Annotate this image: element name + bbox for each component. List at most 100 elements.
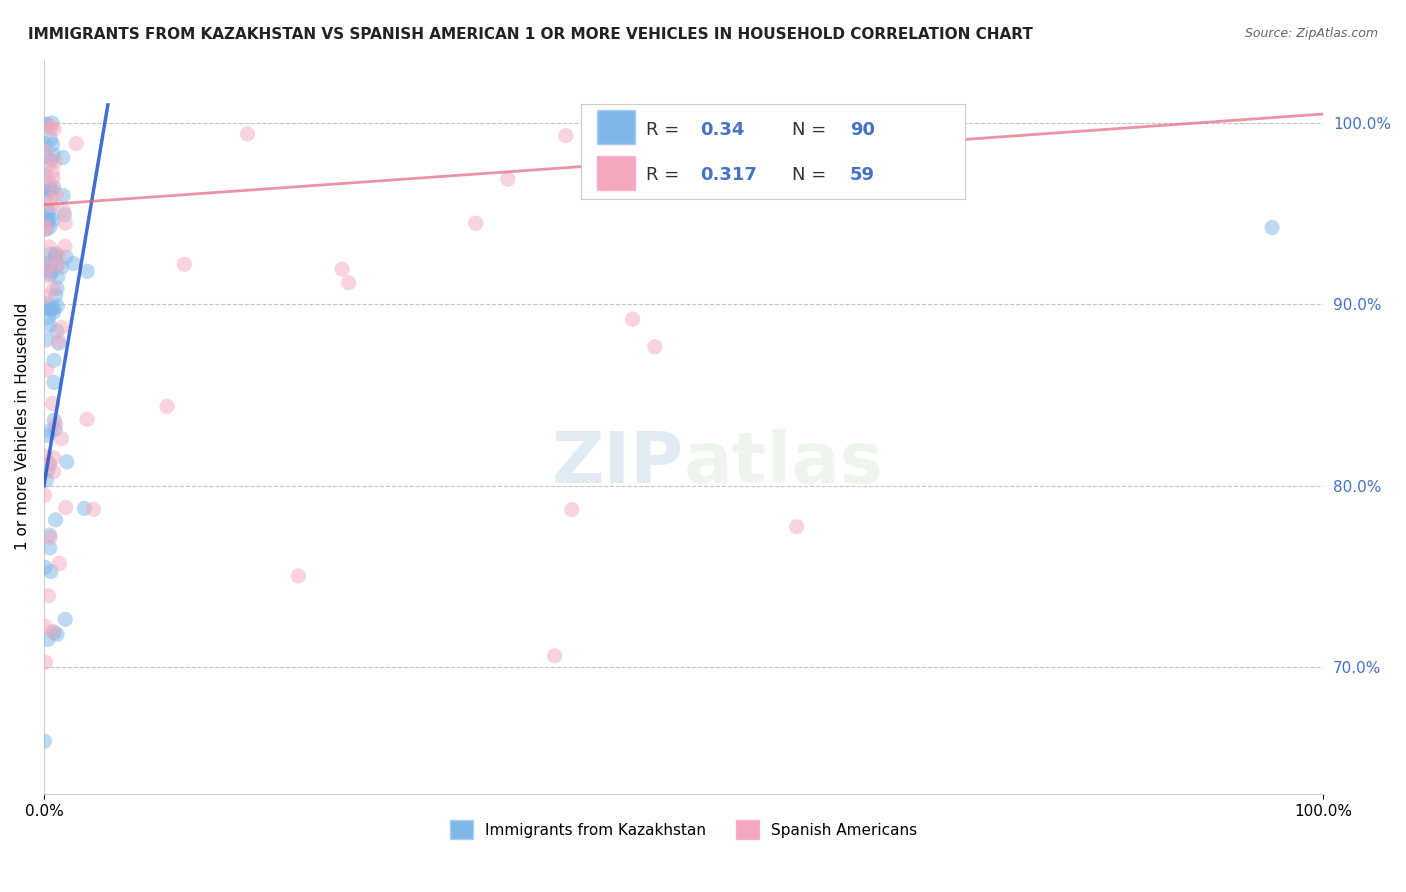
Point — [53, 239, 76, 253]
Point — [65, 136, 87, 151]
Point — [34, 190, 56, 204]
Point — [34, 489, 56, 503]
Point — [287, 569, 309, 583]
Point — [39, 268, 62, 282]
Point — [46, 259, 69, 273]
Point — [83, 502, 105, 516]
Point — [39, 120, 62, 135]
Point — [42, 301, 65, 315]
Point — [35, 117, 58, 131]
Point — [34, 296, 56, 310]
Point — [38, 257, 60, 271]
Point — [34, 136, 56, 151]
Point — [34, 219, 56, 233]
Point — [41, 183, 63, 197]
Point — [41, 624, 63, 639]
Point — [42, 305, 65, 319]
Point — [45, 247, 67, 261]
Point — [39, 132, 62, 146]
Point — [51, 432, 73, 446]
Point — [34, 655, 56, 669]
Point — [37, 310, 59, 325]
Point — [42, 147, 65, 161]
Point — [38, 182, 60, 196]
Point — [38, 240, 60, 254]
Point — [45, 324, 67, 338]
Point — [45, 513, 67, 527]
Point — [41, 302, 63, 317]
Point — [35, 149, 58, 163]
Text: Source: ZipAtlas.com: Source: ZipAtlas.com — [1244, 27, 1378, 40]
Point — [48, 557, 70, 571]
Point — [44, 422, 66, 436]
Point — [38, 541, 60, 555]
Point — [42, 450, 65, 465]
Point — [38, 176, 60, 190]
Point — [173, 257, 195, 271]
Point — [38, 220, 60, 235]
Point — [35, 213, 58, 227]
Point — [34, 734, 56, 748]
Point — [41, 153, 63, 168]
Point — [38, 302, 60, 317]
Point — [55, 500, 77, 515]
Point — [37, 463, 59, 477]
Point — [39, 565, 62, 579]
Point — [56, 455, 79, 469]
Point — [561, 502, 583, 516]
Point — [34, 619, 56, 633]
Point — [39, 265, 62, 279]
Point — [35, 222, 58, 236]
Point — [76, 412, 98, 426]
Point — [51, 320, 73, 334]
Point — [34, 168, 56, 182]
Point — [554, 128, 576, 143]
Point — [330, 262, 353, 277]
Point — [35, 256, 58, 270]
Point — [76, 264, 98, 278]
Point — [38, 458, 60, 472]
Point — [42, 171, 65, 186]
Point — [464, 216, 486, 230]
Point — [41, 256, 63, 270]
Point — [45, 288, 67, 302]
Point — [53, 612, 76, 626]
Point — [236, 127, 259, 141]
Point — [42, 353, 65, 368]
Point — [42, 213, 65, 227]
Point — [35, 363, 58, 377]
Point — [48, 249, 70, 263]
Point — [37, 213, 59, 227]
Point — [42, 180, 65, 194]
Point — [52, 203, 75, 218]
Point — [38, 424, 60, 438]
Point — [42, 465, 65, 479]
Point — [34, 450, 56, 464]
Point — [38, 120, 60, 134]
Point — [46, 270, 69, 285]
Point — [42, 282, 65, 296]
Point — [48, 334, 70, 348]
Point — [37, 183, 59, 197]
Point — [34, 145, 56, 159]
Point — [45, 417, 67, 432]
Point — [39, 247, 62, 261]
Point — [32, 301, 55, 315]
Point — [39, 193, 62, 207]
Point — [52, 188, 75, 202]
Text: ZIP: ZIP — [551, 429, 683, 498]
Point — [37, 204, 59, 219]
Point — [41, 165, 63, 179]
Point — [1261, 220, 1284, 235]
Point — [41, 116, 63, 130]
Point — [37, 119, 59, 133]
Point — [38, 589, 60, 603]
Point — [35, 473, 58, 487]
Point — [37, 428, 59, 442]
Point — [786, 519, 808, 533]
Point — [38, 204, 60, 219]
Point — [73, 501, 96, 516]
Point — [46, 281, 69, 295]
Point — [55, 250, 77, 264]
Point — [44, 154, 66, 169]
